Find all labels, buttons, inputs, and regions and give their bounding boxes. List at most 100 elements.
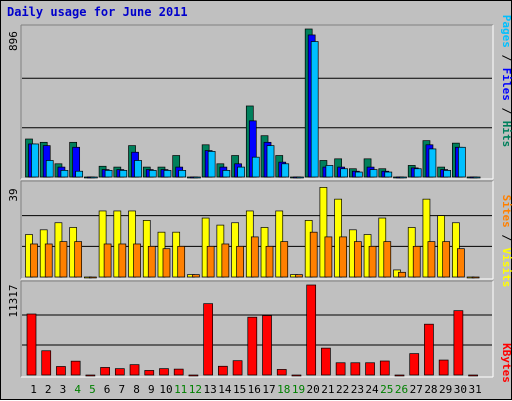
x-tick-label-day-18: 18 (277, 383, 290, 396)
x-tick-label-day-24: 24 (365, 383, 379, 396)
bar-pages-day-27 (413, 168, 422, 178)
legend-visits-sites-visits: Visits (500, 248, 512, 288)
x-tick-label-day-29: 29 (439, 383, 452, 396)
bar-sites-day-31 (471, 276, 480, 279)
bar-sites-day-3 (59, 241, 68, 278)
bar-sites-day-15 (236, 245, 244, 278)
x-tick-label-day-17: 17 (262, 383, 275, 396)
bar-sites-day-19 (295, 274, 303, 278)
bar-kbytes-day-13 (203, 303, 213, 376)
bar-pages-day-23 (354, 171, 363, 178)
bar-sites-day-20 (309, 231, 318, 278)
legend-hits-files-pages-separator: / (500, 48, 512, 68)
x-tick-label-day-20: 20 (307, 383, 320, 396)
bar-kbytes-day-29 (438, 359, 449, 376)
x-tick-label-day-31: 31 (468, 383, 481, 396)
bar-pages-day-6 (104, 170, 113, 178)
x-tick-label-day-6: 6 (104, 383, 111, 396)
bar-pages-day-11 (178, 170, 187, 178)
x-tick-label-day-28: 28 (424, 383, 437, 396)
bar-sites-day-16 (250, 236, 259, 278)
bar-kbytes-day-2 (41, 350, 52, 376)
x-tick-label-day-19: 19 (292, 383, 305, 396)
bar-kbytes-day-27 (409, 353, 420, 376)
bar-sites-day-23 (353, 241, 362, 278)
bar-pages-day-10 (163, 170, 172, 178)
legend-visits-sites-sites: Sites (500, 195, 512, 228)
bar-visits-day-21 (319, 187, 328, 278)
bar-pages-day-22 (340, 168, 348, 178)
y-max-label-visits-sites: 39 (7, 188, 20, 201)
bar-pages-day-14 (222, 170, 231, 178)
x-tick-label-day-16: 16 (248, 383, 261, 396)
x-tick-label-day-21: 21 (321, 383, 334, 396)
bar-kbytes-day-8 (129, 364, 140, 376)
bar-sites-day-26 (398, 271, 406, 278)
x-tick-label-day-1: 1 (30, 383, 37, 396)
x-tick-label-day-8: 8 (133, 383, 140, 396)
bar-sites-day-14 (221, 243, 230, 278)
bar-sites-day-25 (383, 241, 392, 278)
x-tick-label-day-27: 27 (410, 383, 423, 396)
bar-kbytes-day-1 (26, 313, 37, 376)
bar-kbytes-day-21 (321, 347, 331, 376)
bar-pages-day-5 (90, 176, 98, 179)
bar-sites-day-12 (192, 274, 200, 278)
legend-hits-files-pages: Pages / Files / Hits (500, 15, 512, 148)
legend-hits-files-pages-hits: Hits (500, 121, 512, 148)
x-tick-label-day-25: 25 (380, 383, 393, 396)
bar-sites-day-29 (442, 241, 451, 278)
bar-pages-day-7 (119, 170, 128, 178)
bar-pages-day-30 (458, 146, 466, 178)
bar-kbytes-day-3 (56, 366, 66, 376)
bar-sites-day-6 (103, 243, 112, 278)
x-tick-label-day-30: 30 (454, 383, 467, 396)
chart-title: Daily usage for June 2011 (7, 5, 188, 19)
bar-kbytes-day-30 (453, 310, 464, 376)
bar-kbytes-day-24 (365, 362, 375, 376)
bar-kbytes-day-26 (394, 374, 405, 377)
bar-kbytes-day-17 (262, 315, 272, 376)
legend-visits-sites-separator: / (500, 228, 512, 248)
bar-sites-day-22 (339, 236, 347, 278)
bar-sites-day-9 (147, 245, 156, 278)
bar-kbytes-day-7 (114, 368, 125, 376)
legend-kbytes: KBytes (500, 343, 512, 383)
bar-kbytes-day-22 (335, 362, 346, 376)
x-tick-label-day-4: 4 (74, 383, 81, 396)
bar-kbytes-day-18 (276, 369, 287, 376)
bar-sites-day-5 (89, 276, 97, 279)
bar-sites-day-18 (280, 241, 289, 278)
bar-pages-day-24 (369, 169, 378, 178)
bar-kbytes-day-6 (100, 367, 110, 376)
y-max-label-hits-files-pages: 896 (7, 31, 20, 51)
bar-kbytes-day-31 (468, 374, 478, 377)
x-tick-label-day-26: 26 (395, 383, 408, 396)
bar-kbytes-day-12 (188, 374, 199, 377)
bar-pages-day-2 (45, 160, 54, 178)
legend-hits-files-pages-separator: / (500, 101, 512, 121)
bar-sites-day-24 (368, 245, 377, 278)
bar-pages-day-16 (251, 156, 260, 178)
bar-sites-day-11 (177, 245, 186, 278)
bar-kbytes-day-14 (218, 365, 228, 376)
bar-kbytes-day-20 (306, 284, 317, 376)
legend-visits-sites: Sites / Visits (500, 195, 512, 288)
bar-sites-day-7 (118, 243, 127, 278)
bar-kbytes-day-10 (159, 368, 169, 376)
bar-pages-day-31 (472, 176, 481, 179)
bar-kbytes-day-25 (379, 360, 390, 376)
panel-1 (21, 25, 493, 179)
bar-kbytes-day-11 (173, 368, 184, 376)
legend-kbytes-kbytes: KBytes (500, 343, 512, 383)
bar-sites-day-30 (457, 248, 465, 278)
bar-kbytes-day-16 (247, 316, 258, 376)
bar-sites-day-8 (133, 243, 141, 278)
x-tick-label-day-11: 11 (174, 383, 187, 396)
bar-pages-day-3 (60, 170, 69, 178)
x-tick-label-day-14: 14 (218, 383, 232, 396)
bar-pages-day-25 (384, 171, 393, 178)
bar-pages-day-28 (428, 148, 437, 178)
bar-sites-day-4 (74, 241, 83, 278)
